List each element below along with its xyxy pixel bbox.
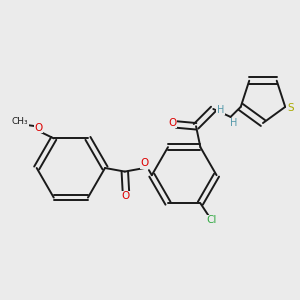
- Text: O: O: [169, 118, 177, 128]
- Text: H: H: [230, 118, 237, 128]
- Text: O: O: [140, 158, 149, 168]
- Text: Cl: Cl: [206, 215, 216, 226]
- Text: S: S: [287, 103, 294, 113]
- Text: O: O: [34, 123, 42, 133]
- Text: CH₃: CH₃: [12, 117, 28, 126]
- Text: O: O: [122, 191, 130, 201]
- Text: H: H: [217, 105, 224, 115]
